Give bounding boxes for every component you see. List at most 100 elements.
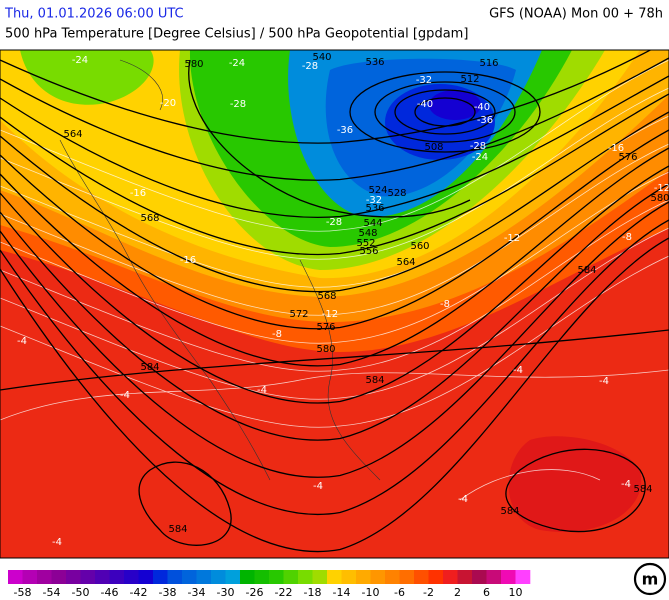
- temp-area: [20, 50, 154, 105]
- colorbar-label: -14: [333, 586, 351, 599]
- colorbar-swatch: [327, 570, 342, 584]
- colorbar-swatch: [515, 570, 531, 584]
- geopotential-label: 548: [358, 228, 377, 239]
- geopotential-label: 584: [168, 524, 187, 535]
- temperature-label: -24: [472, 152, 488, 163]
- temperature-label: -36: [337, 125, 353, 136]
- temperature-label: -32: [366, 195, 382, 206]
- height-contour: [0, 57, 669, 181]
- geopotential-label: 584: [577, 265, 596, 276]
- colorbar-swatch: [501, 570, 516, 584]
- height-contour: [0, 237, 669, 553]
- height-contour: [0, 129, 669, 330]
- colorbar-swatch: [457, 570, 473, 584]
- geopotential-label: 536: [365, 57, 384, 68]
- colorbar-swatch: [80, 570, 96, 584]
- geopotential-label: 584: [500, 506, 519, 517]
- geopotential-label: 584: [140, 362, 159, 373]
- height-contour: [374, 81, 516, 143]
- temperature-label: -20: [160, 98, 176, 109]
- height-contour: [394, 89, 496, 135]
- geopotential-label: 524: [368, 185, 387, 196]
- temperature-label: -36: [477, 115, 493, 126]
- geopotential-label: 536: [365, 203, 384, 214]
- colorbar-swatch: [8, 570, 23, 584]
- geopotential-label: 540: [312, 52, 331, 63]
- height-contour: [0, 75, 669, 218]
- isotherm: [0, 87, 669, 260]
- isotherm: [0, 199, 669, 372]
- colorbar-swatch: [109, 570, 125, 584]
- logo-mark: m: [642, 570, 659, 589]
- colorbar-label: -6: [394, 586, 405, 599]
- geopotential-label: 568: [140, 213, 159, 224]
- colorbar-swatch: [443, 570, 458, 584]
- geopotential-label: 576: [316, 322, 335, 333]
- temperature-label: -16: [608, 143, 624, 154]
- isotherm: [0, 369, 669, 421]
- temperature-label: -24: [72, 55, 88, 66]
- colorbar-swatch: [240, 570, 255, 584]
- geopotential-label: 544: [363, 218, 382, 229]
- isotherm: [0, 255, 669, 428]
- geopotential-label: 560: [410, 241, 429, 252]
- model-run: GFS (NOAA) Mon 00 + 78h: [489, 7, 663, 22]
- colorbar-swatch: [472, 570, 487, 584]
- geopotential-label: 516: [479, 58, 498, 69]
- temperature-label: -8: [272, 329, 282, 340]
- colorbar-label: -22: [275, 586, 293, 599]
- colorbar-swatch: [399, 570, 415, 584]
- colorbar-label: 6: [483, 586, 490, 599]
- colorbar-label: -46: [101, 586, 119, 599]
- height-contour: [0, 329, 669, 391]
- colorbar-swatch: [66, 570, 81, 584]
- isotherm: [0, 171, 669, 344]
- colorbar-swatch: [196, 570, 212, 584]
- temperature-label: -8: [440, 299, 450, 310]
- colorbar-swatch: [298, 570, 313, 584]
- colorbar-swatch: [167, 570, 183, 584]
- height-contour: [0, 219, 669, 515]
- colorbar-label: -2: [423, 586, 434, 599]
- colorbar-swatch: [138, 570, 154, 584]
- temperature-label: -40: [474, 102, 490, 113]
- height-contour: [414, 97, 476, 127]
- colorbar-swatch: [254, 570, 270, 584]
- temperature-label: -28: [302, 61, 318, 72]
- height-contour: [138, 461, 232, 546]
- colorbar-label: -42: [130, 586, 148, 599]
- geopotential-label: 572: [289, 309, 308, 320]
- colorbar-label: -38: [159, 586, 177, 599]
- geopotential-label: 512: [460, 74, 479, 85]
- temperature-label: -40: [417, 99, 433, 110]
- temp-area: [508, 436, 642, 532]
- colorbar-swatch: [51, 570, 67, 584]
- colorbar-swatch: [269, 570, 284, 584]
- temperature-label: -16: [180, 255, 196, 266]
- geopotential-label: 568: [317, 291, 336, 302]
- height-contour: [0, 147, 669, 367]
- height-contour: [188, 59, 471, 218]
- geopotential-label: 580: [650, 193, 669, 204]
- geopotential-label: 584: [365, 375, 384, 386]
- isotherm: [0, 59, 669, 232]
- height-contour: [0, 165, 669, 404]
- height-contour: [0, 50, 652, 144]
- geopotential-label: 556: [359, 246, 378, 257]
- height-contour: [349, 71, 541, 153]
- geopotential-label: 580: [184, 59, 203, 70]
- temperature-label: -4: [52, 537, 62, 548]
- colorbar-swatch: [341, 570, 357, 584]
- colorbar-swatch: [182, 570, 197, 584]
- isotherm: [0, 143, 669, 316]
- height-contour: [0, 111, 669, 293]
- temperature-label: -28: [326, 217, 342, 228]
- map-frame: [0, 49, 669, 559]
- colorbar-label: -10: [362, 586, 380, 599]
- height-contour: [0, 183, 669, 441]
- geopotential-label: 576: [618, 152, 637, 163]
- colorbar-swatch: [428, 570, 444, 584]
- coastline: [119, 59, 163, 111]
